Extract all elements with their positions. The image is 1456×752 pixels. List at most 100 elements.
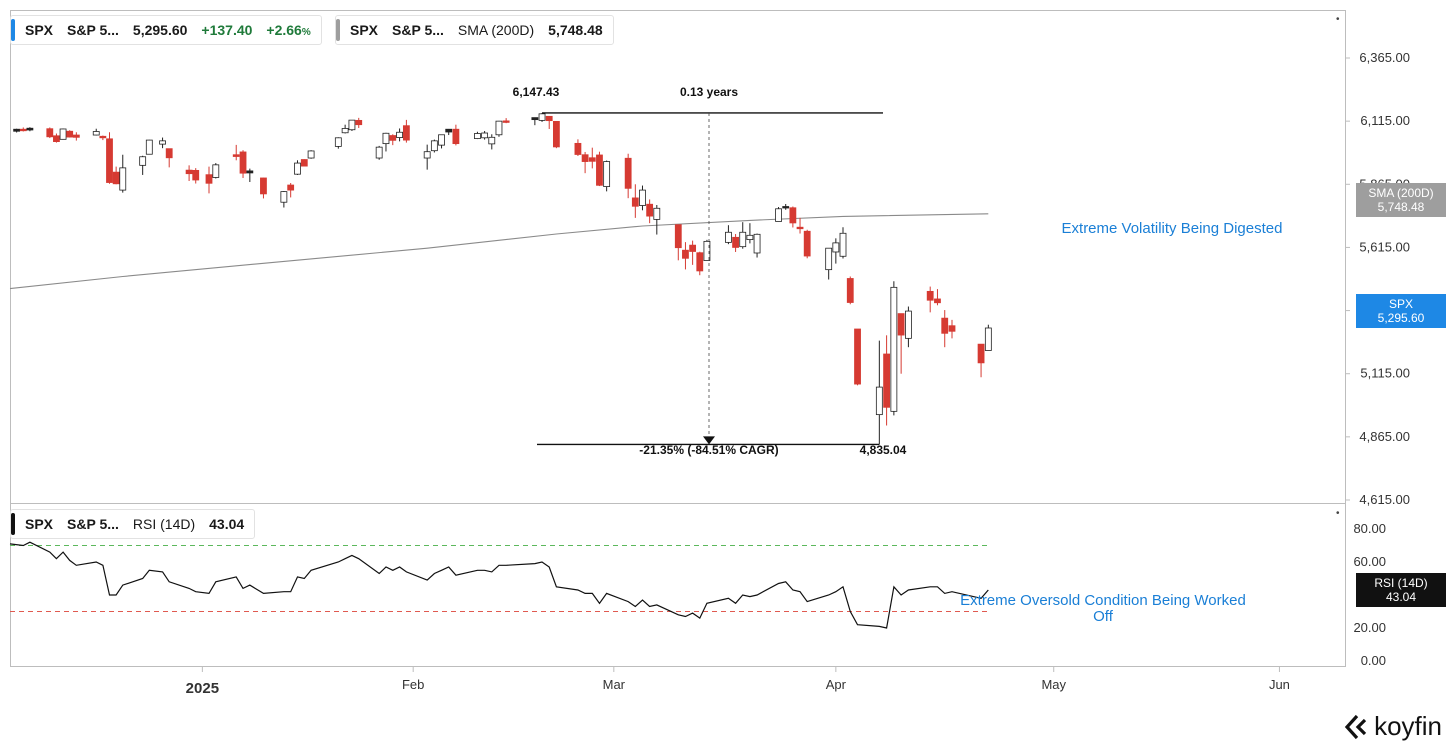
legend-sma-symbol: SPX — [350, 22, 379, 38]
candle-body — [775, 208, 782, 222]
candle-body — [926, 290, 934, 301]
candle-body — [941, 317, 949, 334]
candle-body — [538, 113, 546, 121]
candle-2024-12-05 — [19, 127, 27, 132]
candle-2024-12-13 — [72, 132, 80, 141]
candle-body — [495, 120, 503, 136]
candle-2025-04-08 — [883, 335, 890, 426]
candle-body — [66, 130, 74, 138]
candle-body — [452, 128, 460, 145]
candle-2024-12-19 — [112, 166, 120, 185]
measure-low-label: 4,835.04 — [860, 443, 907, 457]
candle-body — [624, 157, 632, 189]
legend-rsi-name: S&P 5... — [67, 516, 119, 532]
candle-body — [674, 224, 682, 249]
legend-main-price: 5,295.60 — [132, 22, 188, 38]
candle-body — [574, 142, 582, 155]
sma-price-tag: SMA (200D) 5,748.48 — [1356, 183, 1446, 217]
candle-2025-02-25 — [581, 151, 589, 174]
rsi-panel-menu-dot[interactable]: • — [1336, 508, 1340, 519]
price-tick-label: 5,615.00 — [1359, 239, 1410, 254]
candle-body — [334, 137, 342, 147]
candle-2025-02-21 — [552, 120, 560, 149]
candle-2025-01-22 — [341, 124, 349, 134]
candle-body — [438, 134, 445, 146]
legend-rsi[interactable]: SPX S&P 5... RSI (14D) 43.04 — [10, 509, 256, 539]
candle-body — [205, 174, 213, 184]
candles-layer — [13, 113, 992, 445]
candle-2025-04-21 — [977, 343, 985, 378]
candle-body — [165, 148, 173, 159]
candle-body — [106, 138, 113, 183]
candle-2025-03-07 — [653, 204, 661, 235]
candle-2025-01-23 — [348, 119, 356, 131]
candle-2025-03-31 — [825, 247, 833, 280]
candle-2024-12-06 — [26, 127, 34, 132]
candle-2025-01-16 — [300, 159, 308, 167]
candle-body — [112, 171, 120, 185]
candle-2025-01-31 — [402, 119, 410, 143]
candle-2025-03-11 — [682, 242, 689, 270]
candle-body — [934, 298, 941, 304]
koyfin-logo-icon — [1344, 714, 1367, 739]
candle-2024-12-09 — [46, 127, 54, 139]
candle-body — [13, 128, 21, 132]
candle-2024-12-27 — [165, 148, 173, 168]
candle-body — [703, 240, 711, 261]
candle-2025-02-14 — [502, 118, 510, 124]
candle-body — [832, 242, 840, 253]
rsi-line — [9, 541, 989, 629]
candle-body — [119, 167, 127, 191]
candle-body — [99, 135, 107, 139]
candle-2025-03-20 — [746, 223, 754, 244]
legend-sma[interactable]: SPX S&P 5... SMA (200D) 5,748.48 — [335, 15, 614, 45]
candle-2024-12-24 — [145, 139, 153, 155]
price-panel-menu-dot[interactable]: • — [1336, 14, 1340, 25]
candle-body — [212, 164, 220, 178]
candle-2025-03-14 — [703, 239, 711, 261]
candle-2025-02-06 — [445, 128, 453, 136]
candle-2025-01-14 — [287, 183, 295, 198]
candle-2025-01-29 — [389, 134, 397, 146]
candle-2024-12-23 — [139, 155, 147, 175]
candle-body — [825, 247, 833, 271]
candle-body — [445, 128, 453, 133]
volatility-annotation: Extreme Volatility Being Digested — [1061, 220, 1283, 237]
candle-2025-01-30 — [396, 128, 403, 142]
candle-2025-03-04 — [631, 184, 639, 218]
candle-body — [92, 131, 100, 136]
candle-body — [782, 206, 790, 209]
candle-body — [294, 162, 301, 175]
candle-2025-02-18 — [531, 117, 539, 126]
candle-2024-12-30 — [185, 165, 193, 182]
candle-body — [803, 230, 811, 257]
candle-body — [653, 207, 661, 220]
x-tick-label: Apr — [826, 677, 847, 692]
candle-2025-04-01 — [832, 238, 840, 264]
candle-body — [260, 177, 267, 195]
candle-body — [854, 328, 861, 385]
legend-sma-label: SMA (200D) — [457, 22, 535, 38]
legend-main[interactable]: SPX S&P 5... 5,295.60 +137.40 +2.66% — [10, 15, 322, 45]
candle-body — [883, 353, 890, 408]
price-tick-label: 6,115.00 — [1360, 113, 1410, 128]
sma-layer — [9, 213, 989, 290]
candle-body — [382, 132, 390, 145]
candle-2025-04-09 — [890, 281, 898, 416]
candle-2025-01-06 — [232, 144, 240, 161]
candle-body — [796, 226, 804, 230]
measure-arrow-icon — [703, 436, 715, 445]
x-tick-label: May — [1041, 677, 1066, 692]
legend-main-color — [11, 19, 15, 41]
rsi-tag-value: 43.04 — [1385, 590, 1417, 604]
rsi-value-tag: RSI (14D) 43.04 — [1356, 573, 1446, 607]
candle-body — [72, 134, 80, 138]
legend-sma-color — [336, 19, 340, 41]
candle-body — [430, 140, 438, 152]
candle-body — [355, 119, 363, 126]
candle-body — [300, 159, 308, 167]
legend-sma-name: S&P 5... — [392, 22, 444, 38]
koyfin-logo: koyfin — [1344, 711, 1442, 742]
candle-2025-01-17 — [307, 150, 315, 159]
price-tick-label: 4,615.00 — [1359, 492, 1410, 507]
